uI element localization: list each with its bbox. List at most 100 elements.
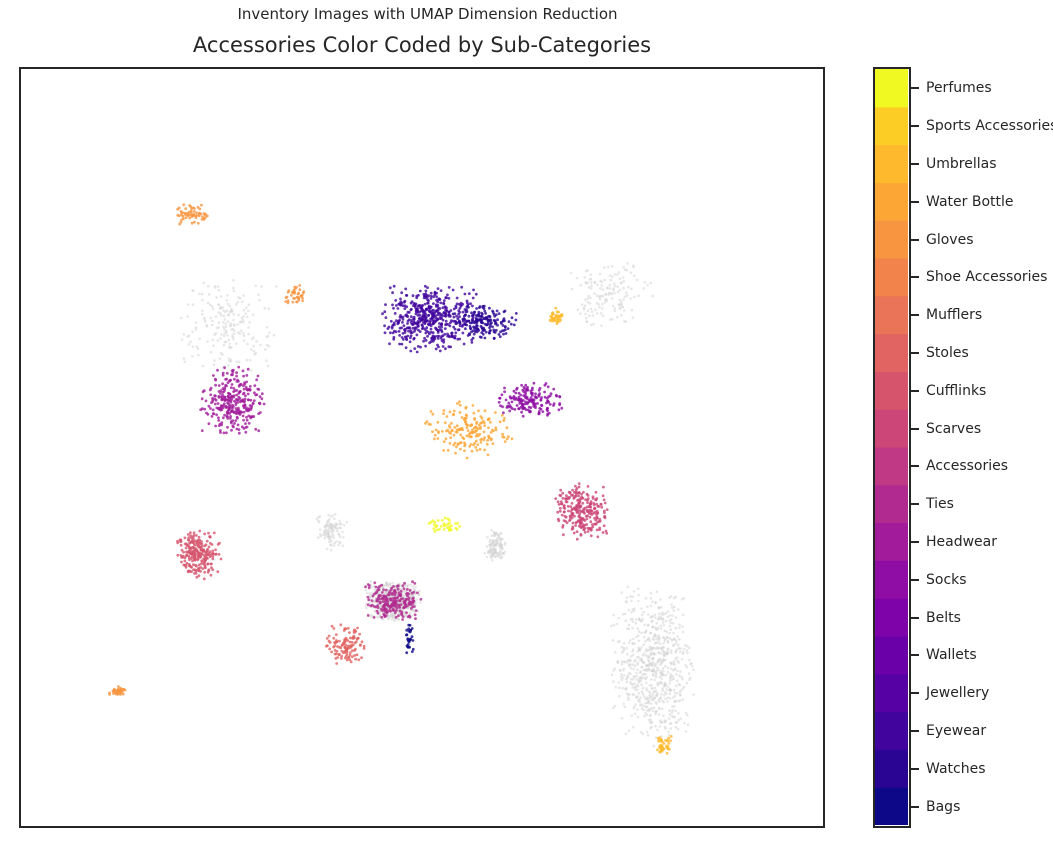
scatter-point: [521, 399, 525, 402]
scatter-point: [221, 306, 225, 309]
scatter-point: [668, 637, 672, 640]
scatter-point: [405, 651, 409, 655]
scatter-point: [661, 748, 665, 751]
colorbar-tick: [911, 200, 919, 203]
scatter-point: [408, 611, 412, 614]
scatter-point: [205, 323, 209, 327]
scatter-point: [232, 387, 236, 390]
scatter-point: [618, 686, 621, 690]
scatter-point: [201, 309, 204, 313]
scatter-point: [201, 215, 204, 219]
scatter-point: [206, 562, 210, 566]
scatter-point: [380, 591, 384, 594]
scatter-point: [489, 542, 493, 546]
scatter-point: [248, 388, 252, 392]
scatter-point: [216, 402, 220, 405]
scatter-point: [623, 268, 627, 271]
scatter-point: [458, 427, 461, 431]
scatter-point: [668, 709, 671, 712]
scatter-point: [350, 649, 354, 653]
cluster-cufflinks: [176, 529, 223, 581]
scatter-point: [588, 278, 592, 281]
scatter-point: [643, 695, 646, 698]
scatter-point: [185, 550, 188, 554]
scatter-point: [448, 442, 452, 445]
scatter-point: [674, 725, 678, 729]
scatter-point: [585, 316, 588, 320]
scatter-point: [676, 643, 680, 647]
scatter-point: [620, 314, 623, 317]
scatter-point: [339, 623, 343, 627]
scatter-point: [195, 534, 198, 537]
scatter-point: [465, 319, 469, 323]
scatter-point: [683, 647, 686, 651]
scatter-point: [504, 398, 508, 402]
scatter-point: [677, 682, 681, 686]
scatter-point: [556, 510, 560, 514]
scatter-point: [249, 415, 253, 418]
scatter-point: [640, 683, 643, 686]
scatter-point: [566, 504, 570, 508]
scatter-point: [589, 287, 593, 290]
scatter-point: [637, 294, 640, 298]
scatter-point: [403, 601, 406, 605]
scatter-point: [448, 324, 452, 328]
scatter-point: [211, 338, 215, 342]
scatter-point: [448, 410, 452, 414]
scatter-point: [624, 619, 628, 623]
scatter-point: [231, 373, 234, 377]
scatter-point: [268, 331, 271, 335]
scatter-point: [463, 441, 466, 445]
scatter-point: [187, 334, 191, 338]
scatter-point: [524, 396, 528, 400]
scatter-point: [653, 696, 656, 700]
scatter-point: [337, 653, 341, 657]
scatter-point: [493, 550, 496, 553]
scatter-point: [678, 623, 681, 626]
scatter-point: [203, 407, 207, 411]
scatter-point: [418, 601, 422, 604]
scatter-point: [687, 646, 691, 650]
scatter-point: [488, 324, 492, 328]
scatter-point: [221, 373, 225, 377]
scatter-point: [665, 630, 669, 634]
scatter-point: [197, 574, 201, 578]
colorbar-label: Ties: [926, 496, 954, 513]
scatter-point: [218, 357, 222, 360]
scatter-point: [625, 661, 629, 664]
scatter-point: [486, 453, 490, 457]
scatter-point: [198, 542, 201, 546]
scatter-point: [384, 588, 388, 592]
scatter-point: [413, 613, 417, 617]
scatter-point: [214, 548, 217, 552]
scatter-point: [401, 615, 405, 618]
colorbar-tick: [911, 616, 919, 619]
scatter-point: [223, 395, 227, 399]
scatter-point: [444, 437, 448, 441]
scatter-point: [395, 319, 398, 323]
scatter-point: [366, 614, 370, 617]
scatter-point: [442, 440, 446, 443]
scatter-point: [580, 492, 583, 496]
scatter-point: [639, 679, 642, 683]
scatter-point: [431, 430, 434, 433]
scatter-point: [611, 706, 615, 710]
scatter-point: [691, 664, 694, 668]
scatter-point: [491, 310, 495, 314]
scatter-point: [370, 599, 374, 602]
scatter-point: [629, 271, 633, 274]
scatter-point: [643, 623, 646, 627]
scatter-point: [260, 397, 264, 401]
scatter-point: [653, 686, 657, 690]
scatter-point: [586, 309, 590, 313]
scatter-point: [598, 294, 602, 298]
scatter-point: [631, 650, 634, 653]
scatter-point: [390, 592, 393, 595]
scatter-point: [667, 647, 670, 650]
scatter-point: [440, 325, 443, 329]
scatter-point: [200, 544, 204, 548]
scatter-point: [255, 378, 259, 382]
scatter-point: [186, 303, 190, 306]
scatter-point: [425, 307, 428, 311]
scatter-point: [645, 649, 648, 653]
